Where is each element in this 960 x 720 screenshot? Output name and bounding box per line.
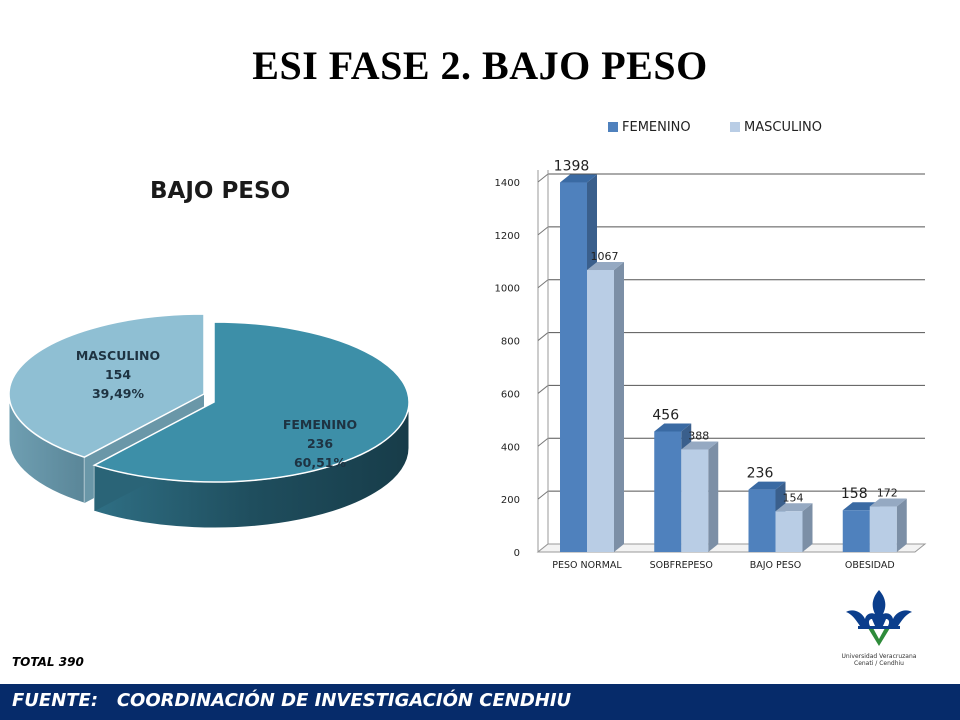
y-tick-label: 1400 bbox=[495, 178, 520, 189]
bar-labels: 1398 1067 PESO NORMAL 456 388 SOBFREPESO 236 15… bbox=[552, 159, 897, 571]
logo-text-university: Universidad Veracruzana bbox=[841, 653, 917, 660]
y-tick-label: 200 bbox=[501, 495, 520, 506]
gridline-diag bbox=[537, 332, 549, 341]
pie-label-masculino: MASCULINO 154 39,49% bbox=[70, 346, 166, 403]
legend-label-masculino: MASCULINO bbox=[744, 120, 822, 135]
pie-slice-masculino-top bbox=[8, 313, 205, 458]
fleur-de-lis-icon bbox=[846, 590, 912, 646]
data-label-femenino: 1398 bbox=[554, 159, 590, 175]
data-label-femenino: 236 bbox=[747, 466, 774, 482]
bar-top-masculino bbox=[869, 498, 907, 507]
bar-top-masculino bbox=[587, 262, 624, 271]
pie-chart bbox=[8, 313, 410, 529]
y-tick-label: 1000 bbox=[495, 284, 520, 295]
bar-side-masculino bbox=[614, 262, 624, 552]
pie-slice-femenino bbox=[92, 321, 410, 529]
bar-femenino bbox=[842, 510, 870, 552]
pie-slice-femenino-top bbox=[92, 321, 410, 483]
total-label: TOTAL 390 bbox=[12, 655, 84, 669]
bar-femenino bbox=[654, 431, 682, 552]
gridline-diag bbox=[537, 490, 549, 500]
x-tick-label: PESO NORMAL bbox=[552, 560, 622, 571]
bar-masculino bbox=[587, 270, 614, 552]
bar-marks bbox=[560, 174, 907, 552]
data-label-masculino: 172 bbox=[877, 487, 898, 500]
pie-label-masculino-name: MASCULINO bbox=[75, 348, 161, 363]
data-label-masculino: 1067 bbox=[591, 250, 619, 263]
bar-masculino bbox=[869, 506, 897, 552]
gridline-diag bbox=[537, 173, 549, 183]
gridline-diag bbox=[537, 226, 549, 236]
pie-label-masculino-percent: 39,49% bbox=[91, 386, 145, 401]
data-label-masculino: 154 bbox=[783, 491, 804, 504]
bar-top-femenino bbox=[560, 174, 597, 183]
bar-femenino bbox=[748, 489, 776, 552]
x-tick-label: BAJO PESO bbox=[750, 560, 802, 571]
gridline-diag bbox=[537, 385, 549, 394]
legend-item-femenino: FEMENINO bbox=[608, 120, 691, 135]
x-tick-label: SOBFREPESO bbox=[650, 560, 713, 571]
slide-title: ESI FASE 2. BAJO PESO bbox=[252, 43, 708, 88]
bar-chart: 0 200 400 600 800 1000 1200 1400 1398 1067 PESO N… bbox=[495, 159, 927, 571]
data-label-masculino: 388 bbox=[688, 429, 709, 442]
university-logo: Universidad Veracruzana Cenati / Cendhiu bbox=[838, 588, 920, 667]
legend-item-masculino: MASCULINO bbox=[730, 120, 822, 135]
pie-label-femenino-percent: 60,51% bbox=[293, 455, 347, 470]
gridline-diag bbox=[537, 437, 549, 447]
x-tick-label: OBESIDAD bbox=[845, 560, 895, 571]
logo-text-center: Cenati / Cendhiu bbox=[854, 660, 904, 667]
pie-label-femenino-value: 236 bbox=[306, 436, 334, 451]
bar-top-femenino bbox=[748, 481, 786, 490]
bar-top-masculino bbox=[681, 441, 719, 450]
gridline-diag bbox=[537, 279, 549, 289]
y-tick-label: 600 bbox=[501, 389, 520, 400]
bar-top-masculino bbox=[775, 503, 813, 512]
bar-top-femenino bbox=[654, 423, 692, 432]
bar-masculino bbox=[775, 511, 803, 552]
footer-bar: FUENTE: COORDINACIÓN DE INVESTIGACIÓN CE… bbox=[0, 684, 960, 720]
footer-source: FUENTE: COORDINACIÓN DE INVESTIGACIÓN CE… bbox=[12, 690, 572, 711]
bar-masculino bbox=[681, 449, 709, 552]
bar-femenino bbox=[560, 182, 587, 552]
pie-label-masculino-value: 154 bbox=[104, 367, 132, 382]
y-tick-label: 400 bbox=[501, 442, 520, 453]
y-tick-label: 1200 bbox=[495, 231, 520, 242]
bar-side-masculino bbox=[708, 441, 719, 552]
bar-side-masculino bbox=[802, 503, 813, 552]
y-tick-label: 800 bbox=[501, 337, 520, 348]
legend-label-femenino: FEMENINO bbox=[622, 120, 691, 135]
bar-grid: 0 200 400 600 800 1000 1200 1400 bbox=[495, 170, 927, 559]
pie-chart-title: BAJO PESO bbox=[150, 178, 291, 204]
pie-label-femenino: FEMENINO 236 60,51% bbox=[272, 415, 368, 472]
legend-swatch-femenino bbox=[608, 122, 618, 132]
legend-swatch-masculino bbox=[730, 122, 740, 132]
data-label-femenino: 456 bbox=[652, 407, 679, 423]
bar-side-masculino bbox=[896, 498, 907, 552]
data-label-femenino: 158 bbox=[841, 486, 868, 502]
pie-label-femenino-name: FEMENINO bbox=[282, 417, 358, 432]
y-tick-label: 0 bbox=[514, 548, 520, 559]
